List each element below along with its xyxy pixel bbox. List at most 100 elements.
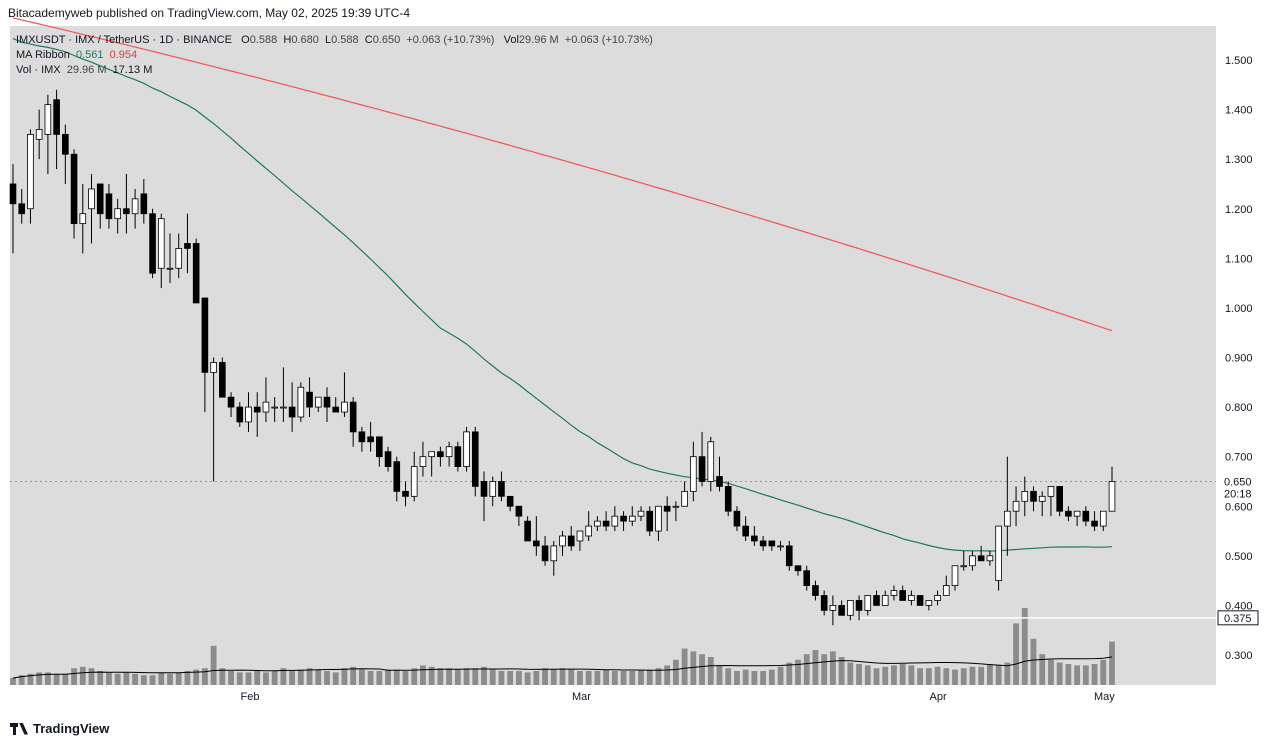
candle (18, 188, 26, 224)
candle (463, 426, 470, 472)
candle (1099, 510, 1107, 532)
volume-bar (577, 671, 583, 685)
candle (184, 213, 191, 274)
volume-bar (27, 673, 34, 685)
volume-bar (795, 659, 801, 685)
ma-label[interactable]: MA Ribbon (16, 49, 70, 61)
y-tick-label: 1.000 (1225, 303, 1253, 315)
volume-bar (568, 669, 575, 685)
volume-bar (140, 675, 147, 685)
candle (402, 481, 409, 507)
candle (88, 174, 95, 244)
candle (524, 516, 531, 542)
volume-bar (53, 673, 60, 685)
volume-bar (768, 669, 775, 685)
candle (332, 397, 340, 413)
volume-bar (489, 669, 496, 685)
volume-bar (210, 645, 217, 685)
candle (916, 595, 924, 606)
last-price-tag: 0.650 20:18 (1218, 473, 1258, 502)
candle (175, 233, 183, 279)
candle (1073, 510, 1081, 527)
candle (349, 397, 357, 447)
candle (794, 565, 802, 576)
volume-bar (829, 651, 836, 685)
candle (271, 397, 278, 422)
candle (219, 357, 226, 398)
volume-bar (1021, 608, 1028, 685)
candle (1056, 486, 1063, 517)
volume-bar (856, 664, 862, 685)
candle (838, 600, 845, 616)
volume-bar (271, 671, 278, 685)
volume-indicator-label[interactable]: Vol · IMX (16, 64, 61, 76)
candle (70, 149, 78, 239)
low-label: L (324, 34, 332, 46)
volume-bar (672, 659, 679, 685)
candle (881, 590, 889, 606)
volume-bar (428, 666, 435, 685)
ma-slow-line (12, 17, 1113, 332)
candle (855, 595, 863, 621)
volume-bar (864, 665, 871, 685)
candle (864, 595, 872, 616)
tradingview-brand: TradingView (33, 721, 110, 736)
volume-ma-value: 17.13 M (112, 64, 153, 76)
volume-bar (838, 657, 845, 685)
x-tick-label: Feb (241, 691, 260, 703)
volume-bar (132, 673, 139, 685)
candle (716, 456, 723, 492)
candle (637, 506, 645, 522)
candle (890, 585, 898, 601)
candle (1004, 456, 1011, 556)
close-value: 0.650 (372, 34, 401, 46)
volume-bar (1013, 623, 1019, 685)
volume-indicator-value: 29.96 M (66, 64, 107, 76)
volume-bar (699, 654, 705, 685)
candle (969, 550, 976, 571)
candle (768, 540, 776, 551)
volume-bar (280, 668, 287, 685)
candle (585, 511, 592, 541)
candle (62, 124, 69, 184)
tradingview-icon (10, 722, 28, 735)
candle (681, 481, 688, 507)
y-tick-label: 0.400 (1225, 600, 1253, 612)
volume-bar (10, 678, 16, 685)
candle (489, 476, 497, 507)
volume-bar (97, 671, 104, 685)
candle (419, 441, 427, 477)
volume-bars (10, 608, 1115, 685)
volume-bar (777, 666, 784, 685)
candle (288, 382, 296, 432)
volume-bar (332, 672, 339, 685)
tradingview-logo[interactable]: TradingView (10, 721, 109, 736)
volume-bar (88, 668, 95, 685)
y-tick-label: 0.600 (1225, 501, 1253, 513)
support-tag: 0.375 (1217, 610, 1259, 626)
candle (384, 446, 392, 472)
candle (245, 392, 252, 432)
volume-bar (629, 671, 636, 685)
candle (934, 590, 941, 606)
time-axis[interactable]: Feb Mar Apr May (241, 691, 1116, 703)
candle (27, 129, 34, 224)
volume-bar (228, 671, 234, 685)
volume-bar (1056, 662, 1063, 685)
candle (149, 208, 156, 279)
vol-value: 29.96 M (518, 34, 559, 46)
price-axis[interactable]: 1.500 1.400 1.300 1.200 1.100 1.000 0.900 0.800… (1225, 55, 1253, 662)
volume-bar (306, 668, 313, 685)
candle (803, 565, 811, 591)
x-tick-label: Mar (572, 691, 591, 703)
candle (655, 505, 662, 541)
volume-bar (297, 669, 304, 685)
volume-bar (550, 669, 557, 685)
volume-bar (891, 665, 897, 685)
ohlc-row: IMXUSDT · IMX / TetherUS · 1D · BINANCE … (16, 33, 653, 48)
symbol-label[interactable]: IMXUSDT · IMX / TetherUS · 1D · BINANCE (16, 34, 232, 46)
candle (306, 377, 313, 417)
volume-bar (44, 672, 51, 685)
candle (201, 297, 209, 413)
